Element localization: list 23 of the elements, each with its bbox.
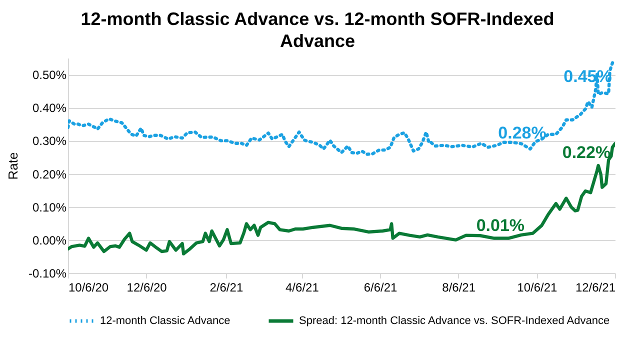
annotation: 0.01% (476, 216, 525, 235)
y-tick-label: 0.40% (32, 101, 67, 116)
x-tick-label: 10/6/21 (517, 280, 558, 294)
y-tick-label: 0.50% (32, 68, 67, 82)
y-axis-title: Rate (5, 152, 20, 180)
x-tick-label: 6/6/21 (364, 280, 398, 294)
line-series (68, 142, 615, 256)
legend-label: 12-month Classic Advance (100, 315, 230, 327)
x-tick-label: 12/6/20 (126, 280, 168, 294)
x-tick-label: 2/6/21 (210, 280, 244, 294)
chart-title: 12-month Classic Advance vs. 12-month SOFR-Indexed Advance (80, 8, 556, 52)
x-tick-label: 10/6/20 (68, 280, 109, 294)
x-tick-label: 4/6/21 (286, 280, 320, 294)
y-tick-label: 0.10% (32, 200, 67, 214)
x-tick-label: 8/6/21 (442, 280, 476, 294)
y-tick-label: 0.00% (32, 233, 67, 248)
annotation: 0.22% (562, 143, 611, 162)
annotation: 0.28% (498, 123, 546, 142)
legend-label: Spread: 12-month Classic Advance vs. SOFR-Indexed Advance (299, 315, 610, 327)
y-tick-label: -0.10% (28, 266, 67, 280)
y-tick-label: 0.30% (32, 134, 67, 148)
x-tick-label: 12/6/21 (575, 280, 616, 294)
y-tick-label: 0.20% (32, 167, 67, 182)
